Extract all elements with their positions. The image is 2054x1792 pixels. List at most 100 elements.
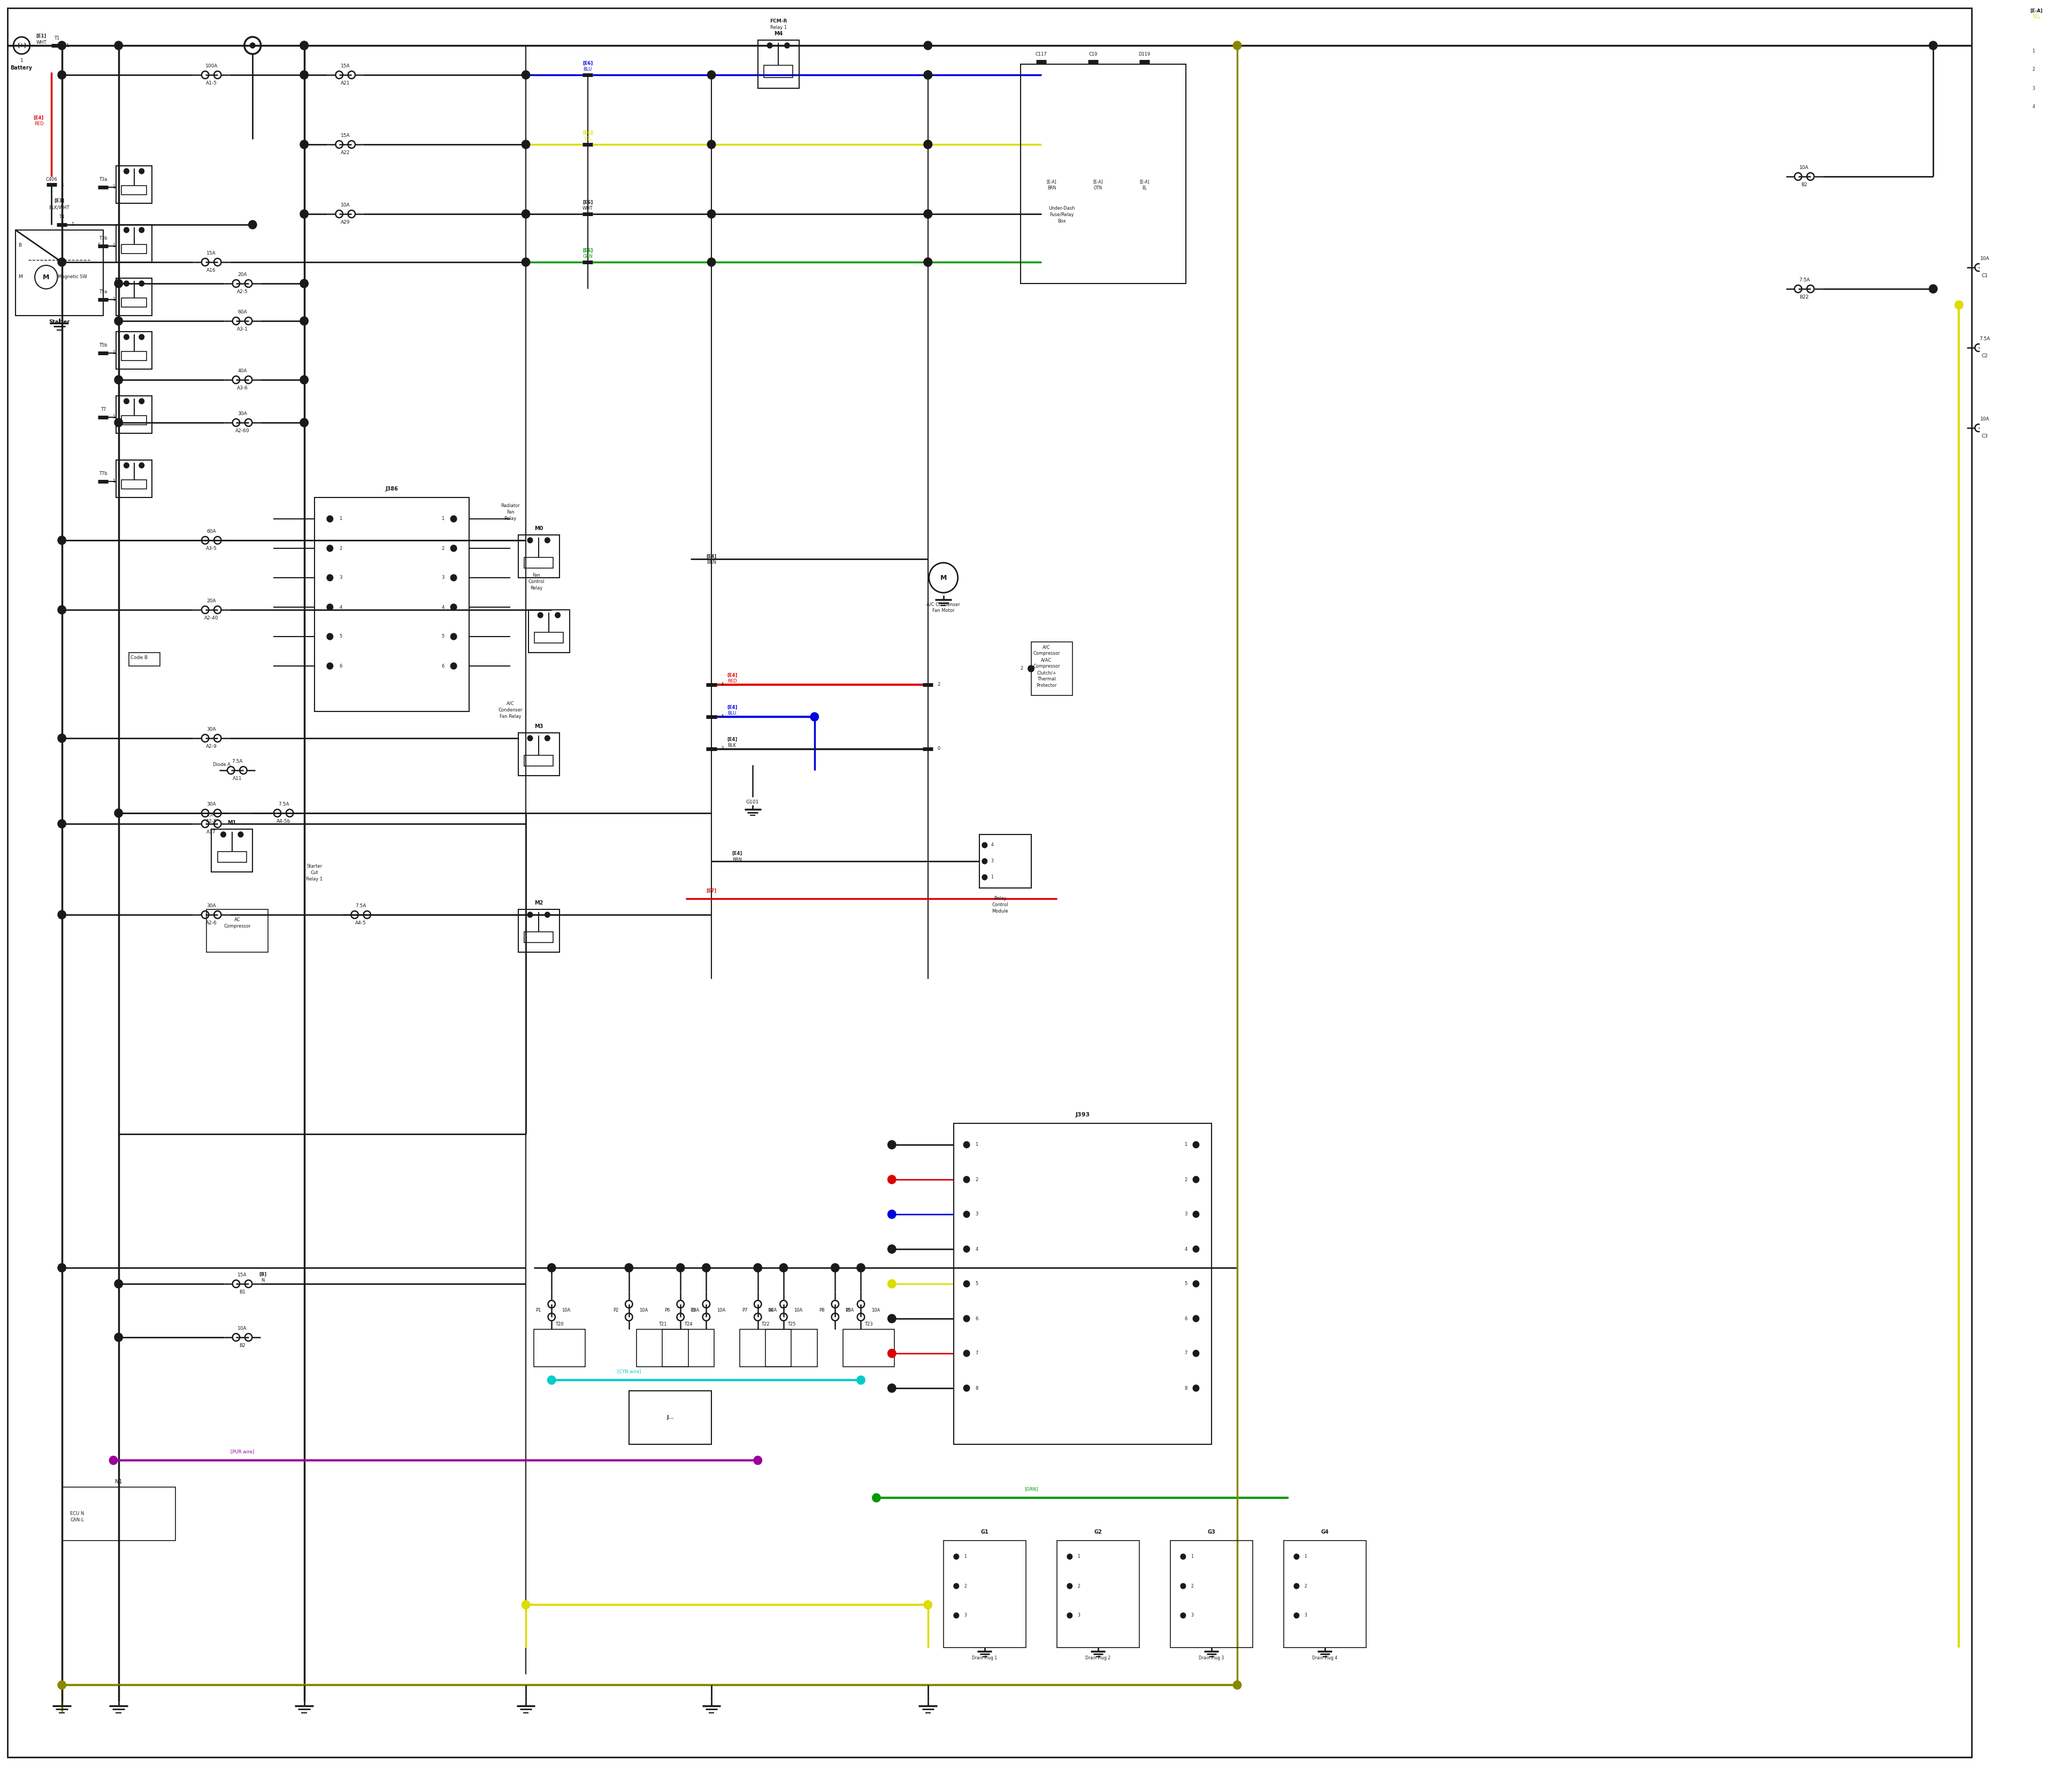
Text: [GRN]: [GRN] — [1025, 1487, 1037, 1491]
Text: A29: A29 — [341, 220, 349, 226]
Text: 1: 1 — [66, 43, 68, 48]
Bar — [764, 65, 793, 77]
Circle shape — [58, 606, 66, 615]
Circle shape — [887, 1176, 896, 1185]
Text: Relay 1: Relay 1 — [306, 876, 322, 882]
Text: 5: 5 — [339, 634, 343, 640]
Text: 1: 1 — [1191, 1554, 1193, 1559]
Text: 0: 0 — [937, 747, 941, 751]
Circle shape — [676, 1263, 684, 1272]
Text: Protector: Protector — [1035, 683, 1058, 688]
Text: 1: 1 — [1304, 1554, 1306, 1559]
Text: 1: 1 — [113, 297, 115, 303]
Bar — [121, 186, 146, 195]
Bar — [758, 39, 799, 88]
Text: 1: 1 — [113, 414, 115, 419]
Circle shape — [58, 1681, 66, 1690]
Bar — [121, 297, 146, 306]
Bar — [953, 1124, 1212, 1444]
Text: 7: 7 — [976, 1351, 978, 1357]
Circle shape — [707, 210, 715, 219]
Text: P1: P1 — [536, 1308, 542, 1314]
Text: A17: A17 — [207, 830, 216, 835]
Circle shape — [924, 258, 933, 267]
Circle shape — [300, 70, 308, 79]
Circle shape — [300, 140, 308, 149]
Text: 10A: 10A — [639, 1308, 647, 1314]
Text: [E6]: [E6] — [583, 131, 594, 134]
Text: 2: 2 — [937, 683, 941, 686]
Bar — [1031, 642, 1072, 695]
Circle shape — [924, 258, 933, 267]
Circle shape — [963, 1142, 969, 1149]
Circle shape — [1193, 1176, 1200, 1183]
Circle shape — [1193, 1385, 1200, 1391]
Text: 2: 2 — [442, 547, 444, 550]
Text: P4: P4 — [768, 1308, 772, 1314]
Text: B2: B2 — [238, 1344, 244, 1348]
Circle shape — [115, 1333, 123, 1342]
Circle shape — [450, 633, 456, 640]
Text: 3: 3 — [1304, 1613, 1306, 1618]
Text: 7.5A: 7.5A — [355, 903, 366, 909]
Circle shape — [963, 1349, 969, 1357]
Text: Fan Motor: Fan Motor — [933, 609, 955, 613]
Circle shape — [123, 462, 129, 468]
Text: 6: 6 — [339, 663, 343, 668]
Bar — [115, 278, 152, 315]
Text: 10A: 10A — [1980, 418, 1990, 421]
Circle shape — [58, 70, 66, 79]
Circle shape — [982, 874, 988, 880]
Text: T22: T22 — [762, 1321, 770, 1326]
Bar — [524, 932, 553, 943]
Text: Starter: Starter — [49, 319, 70, 324]
Text: G2: G2 — [1095, 1529, 1103, 1534]
Text: A21: A21 — [341, 81, 349, 86]
Text: Compressor: Compressor — [1033, 650, 1060, 656]
Text: T25: T25 — [787, 1321, 795, 1326]
Circle shape — [528, 912, 532, 918]
Text: C117: C117 — [1035, 52, 1048, 56]
Text: [E6]: [E6] — [583, 61, 594, 66]
Circle shape — [327, 575, 333, 581]
Text: [E7]: [E7] — [707, 889, 717, 892]
Circle shape — [887, 1245, 896, 1253]
Text: 2: 2 — [963, 1584, 967, 1588]
Circle shape — [528, 538, 532, 543]
Text: 1: 1 — [339, 516, 343, 521]
Text: [E4]: [E4] — [727, 737, 737, 742]
Text: 2: 2 — [1304, 1584, 1306, 1588]
Circle shape — [754, 1457, 762, 1464]
Text: 5: 5 — [1185, 1281, 1187, 1287]
Text: 15A: 15A — [341, 133, 349, 138]
Circle shape — [832, 1263, 840, 1272]
Text: [E-A]: [E-A] — [2029, 9, 2042, 13]
Text: [E4]: [E4] — [707, 554, 717, 559]
Text: RED: RED — [727, 679, 737, 685]
Circle shape — [58, 1263, 66, 1272]
Text: RED: RED — [35, 122, 43, 127]
Text: 3: 3 — [442, 575, 444, 581]
Circle shape — [963, 1315, 969, 1322]
Circle shape — [327, 663, 333, 668]
Text: 10A: 10A — [717, 1308, 725, 1314]
Text: 4: 4 — [442, 604, 444, 609]
Text: 1: 1 — [990, 874, 994, 880]
Circle shape — [887, 1210, 896, 1219]
Text: [E6]: [E6] — [583, 199, 594, 204]
Text: C406: C406 — [45, 177, 58, 183]
Circle shape — [109, 1457, 117, 1464]
Circle shape — [123, 168, 129, 174]
Circle shape — [140, 168, 144, 174]
Text: A4-5b: A4-5b — [277, 819, 290, 824]
Text: 3: 3 — [1185, 1211, 1187, 1217]
Text: Code B: Code B — [131, 656, 148, 661]
Text: A2-5: A2-5 — [236, 290, 249, 294]
Text: A/C Condenser: A/C Condenser — [926, 602, 959, 607]
Circle shape — [140, 228, 144, 233]
Text: T20: T20 — [555, 1321, 563, 1326]
Circle shape — [963, 1385, 969, 1391]
Text: 8: 8 — [976, 1385, 978, 1391]
Text: 10A: 10A — [1799, 165, 1810, 170]
Bar — [121, 416, 146, 425]
